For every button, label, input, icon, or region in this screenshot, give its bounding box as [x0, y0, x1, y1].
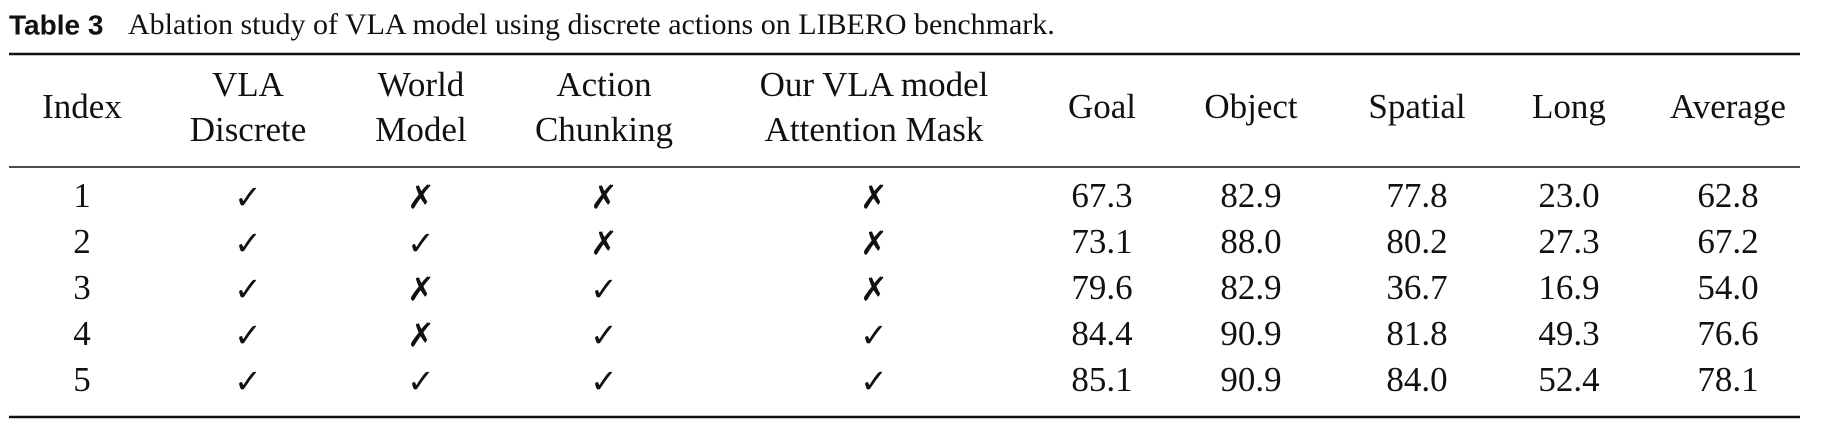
- mark-cell: ✗: [860, 270, 888, 309]
- cell: 90.9: [1220, 360, 1281, 399]
- mark-cell: ✓: [590, 270, 618, 309]
- mark-cell: ✓: [860, 362, 888, 401]
- cell: 27.3: [1538, 222, 1599, 261]
- cell: 85.1: [1071, 360, 1132, 399]
- column-header: Index: [42, 87, 122, 126]
- column-header: Long: [1532, 87, 1606, 126]
- mark-cell: ✗: [407, 178, 435, 217]
- column-header: VLA: [212, 65, 285, 104]
- cell: 54.0: [1697, 268, 1758, 307]
- cell: 90.9: [1220, 314, 1281, 353]
- column-header: Discrete: [190, 110, 307, 149]
- cell: 16.9: [1538, 268, 1599, 307]
- cell: 5: [73, 360, 91, 399]
- cell: 67.2: [1697, 222, 1758, 261]
- cell: 49.3: [1538, 314, 1599, 353]
- column-header: Object: [1204, 87, 1298, 126]
- cell: 3: [73, 268, 91, 307]
- cell: 62.8: [1697, 176, 1758, 215]
- column-header: Model: [375, 110, 467, 149]
- mark-cell: ✗: [590, 178, 618, 217]
- mark-cell: ✓: [234, 270, 262, 309]
- column-header: World: [378, 65, 465, 104]
- mark-cell: ✓: [407, 362, 435, 401]
- mark-cell: ✗: [860, 224, 888, 263]
- cell: 23.0: [1538, 176, 1599, 215]
- column-header: Action: [556, 65, 651, 104]
- mark-cell: ✓: [234, 224, 262, 263]
- cell: 76.6: [1697, 314, 1758, 353]
- cell: 88.0: [1220, 222, 1281, 261]
- cell: 1: [73, 176, 91, 215]
- caption-label: Table 3: [9, 9, 103, 40]
- cell: 2: [73, 222, 91, 261]
- mark-cell: ✓: [590, 362, 618, 401]
- cell: 36.7: [1386, 268, 1447, 307]
- cell: 84.4: [1071, 314, 1132, 353]
- caption-text: Ablation study of VLA model using discre…: [128, 8, 1055, 41]
- cell: 84.0: [1386, 360, 1447, 399]
- cell: 77.8: [1386, 176, 1447, 215]
- mark-cell: ✗: [407, 316, 435, 355]
- column-header: Spatial: [1368, 87, 1465, 126]
- column-header: Attention Mask: [765, 110, 984, 149]
- mark-cell: ✗: [407, 270, 435, 309]
- mark-cell: ✓: [234, 316, 262, 355]
- cell: 78.1: [1697, 360, 1758, 399]
- cell: 73.1: [1071, 222, 1132, 261]
- mark-cell: ✗: [860, 178, 888, 217]
- cell: 52.4: [1538, 360, 1599, 399]
- column-header: Our VLA model: [760, 65, 989, 104]
- column-header: Average: [1670, 87, 1786, 126]
- cell: 80.2: [1386, 222, 1447, 261]
- mark-cell: ✓: [590, 316, 618, 355]
- mark-cell: ✗: [590, 224, 618, 263]
- cell: 81.8: [1386, 314, 1447, 353]
- column-header: Chunking: [535, 110, 673, 149]
- mark-cell: ✓: [860, 316, 888, 355]
- mark-cell: ✓: [234, 362, 262, 401]
- mark-cell: ✓: [234, 178, 262, 217]
- cell: 82.9: [1220, 176, 1281, 215]
- cell: 82.9: [1220, 268, 1281, 307]
- cell: 79.6: [1071, 268, 1132, 307]
- mark-cell: ✓: [407, 224, 435, 263]
- column-header: Goal: [1068, 87, 1136, 126]
- cell: 67.3: [1071, 176, 1132, 215]
- cell: 4: [73, 314, 91, 353]
